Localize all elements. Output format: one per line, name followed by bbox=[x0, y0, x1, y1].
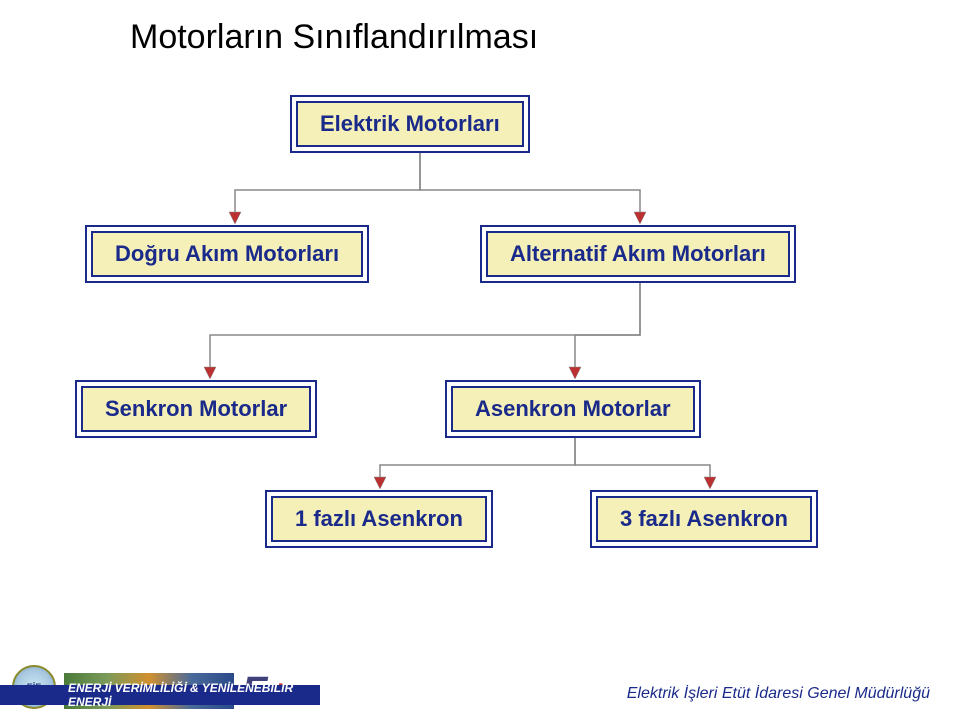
node-ph1-label: 1 fazlı Asenkron bbox=[271, 496, 487, 542]
node-ph3: 3 fazlı Asenkron bbox=[590, 490, 818, 548]
node-async: Asenkron Motorlar bbox=[445, 380, 701, 438]
node-root-label: Elektrik Motorları bbox=[296, 101, 524, 147]
node-async-label: Asenkron Motorlar bbox=[451, 386, 695, 432]
footer-left-bar: ENERJİ VERİMLİLİĞİ & YENİLENEBİLİR ENERJ… bbox=[0, 685, 320, 705]
node-ac: Alternatif Akım Motorları bbox=[480, 225, 796, 283]
footer-right-text: Elektrik İşleri Etüt İdaresi Genel Müdür… bbox=[627, 685, 930, 703]
page-title: Motorların Sınıflandırılması bbox=[130, 18, 538, 57]
node-ac-label: Alternatif Akım Motorları bbox=[486, 231, 790, 277]
node-ph3-label: 3 fazlı Asenkron bbox=[596, 496, 812, 542]
node-dc: Doğru Akım Motorları bbox=[85, 225, 369, 283]
node-sync: Senkron Motorlar bbox=[75, 380, 317, 438]
node-sync-label: Senkron Motorlar bbox=[81, 386, 311, 432]
footer: EİE E + ENERJİ VERİMLİLİĞİ & YENİLENEBİL… bbox=[0, 665, 960, 713]
node-ph1: 1 fazlı Asenkron bbox=[265, 490, 493, 548]
node-root: Elektrik Motorları bbox=[290, 95, 530, 153]
node-dc-label: Doğru Akım Motorları bbox=[91, 231, 363, 277]
